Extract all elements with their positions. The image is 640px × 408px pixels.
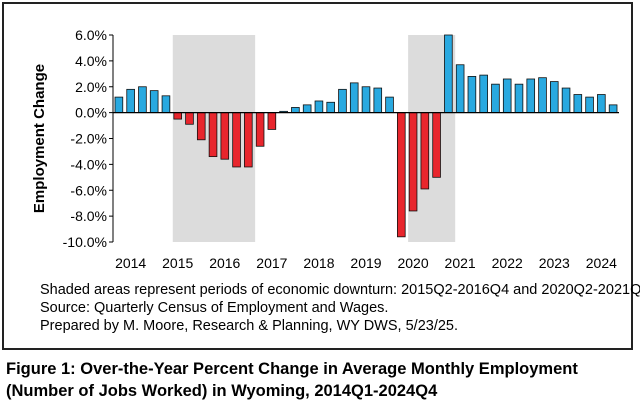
- bar-chart: 6.0% 4.0% 2.0% 0.0% -2.0% -4.0% -6.0% -8.0% -10.…: [31, 27, 619, 271]
- note-shaded-areas: Shaded areas represent periods of econom…: [40, 282, 640, 298]
- bar-11: [244, 112, 253, 168]
- y-tick-label-7: -8.0%: [70, 208, 107, 224]
- bar-1: [126, 88, 135, 114]
- bar-23: [385, 96, 394, 114]
- x-tick-label-2016: 2016: [209, 255, 240, 271]
- bar-12: [255, 112, 265, 147]
- bar-series: [114, 34, 618, 238]
- bar-33: [502, 78, 512, 114]
- x-tick-label-2020: 2020: [397, 255, 428, 271]
- y-tick-label-6: -6.0%: [70, 182, 107, 198]
- bar-29: [455, 64, 465, 114]
- x-tick-label-2022: 2022: [492, 255, 523, 271]
- axes: [109, 34, 619, 243]
- bar-18: [326, 101, 335, 114]
- y-tick-label-8: -10.0%: [63, 234, 107, 250]
- bar-41: [597, 94, 606, 114]
- bar-19: [338, 88, 347, 114]
- x-tick-label-2018: 2018: [303, 255, 334, 271]
- bar-3: [149, 90, 159, 114]
- x-tick-label-2019: 2019: [350, 255, 381, 271]
- bar-21: [361, 86, 371, 114]
- bar-2: [138, 86, 147, 114]
- y-tick-label-2: 2.0%: [75, 79, 107, 95]
- x-tick-label-2015: 2015: [162, 255, 193, 271]
- bar-26: [420, 112, 430, 190]
- figure-frame: 6.0% 4.0% 2.0% 0.0% -2.0% -4.0% -6.0% -8.0% -10.…: [2, 2, 640, 350]
- bar-34: [514, 83, 524, 114]
- bar-5: [173, 112, 183, 120]
- x-tick-label-2017: 2017: [256, 255, 287, 271]
- x-tick-label-2023: 2023: [539, 255, 570, 271]
- bar-13: [267, 112, 277, 130]
- bar-15: [291, 107, 300, 114]
- bar-24: [397, 112, 406, 238]
- bar-16: [302, 104, 312, 114]
- bar-39: [573, 94, 583, 114]
- bar-31: [479, 74, 488, 114]
- bar-7: [196, 112, 206, 141]
- figure-caption: Figure 1: Over-the-Year Percent Change i…: [6, 358, 626, 402]
- bar-6: [185, 112, 194, 125]
- x-tick-label-2021: 2021: [445, 255, 476, 271]
- bar-32: [491, 83, 500, 114]
- bar-22: [373, 87, 383, 114]
- bar-28: [444, 34, 453, 114]
- y-tick-labels: 6.0% 4.0% 2.0% 0.0% -2.0% -4.0% -6.0% -8.0% -10.…: [63, 27, 107, 250]
- bar-42: [608, 104, 618, 114]
- bar-4: [161, 95, 171, 114]
- bar-36: [538, 77, 547, 114]
- bar-35: [526, 78, 536, 114]
- bar-25: [408, 112, 418, 212]
- chart-notes: Shaded areas represent periods of econom…: [40, 281, 640, 335]
- y-tick-label-0: 6.0%: [75, 27, 107, 43]
- note-source: Source: Quarterly Census of Employment a…: [40, 300, 389, 316]
- y-tick-label-5: -4.0%: [70, 156, 107, 172]
- caption-line-1: Figure 1: Over-the-Year Percent Change i…: [6, 360, 578, 378]
- x-tick-label-2014: 2014: [115, 255, 146, 271]
- bar-37: [549, 81, 559, 114]
- bar-9: [220, 112, 230, 160]
- bar-30: [467, 76, 477, 114]
- note-prepared-by: Prepared by M. Moore, Research & Plannin…: [40, 318, 459, 334]
- y-tick-label-3: 0.0%: [75, 105, 107, 121]
- x-tick-label-2024: 2024: [586, 255, 617, 271]
- bar-27: [432, 112, 441, 178]
- caption-line-2: (Number of Jobs Worked) in Wyoming, 2014…: [6, 382, 438, 400]
- y-tick-label-4: -2.0%: [70, 131, 107, 147]
- bar-17: [314, 100, 324, 114]
- y-tick-label-1: 4.0%: [75, 53, 107, 69]
- bar-38: [561, 87, 571, 114]
- bar-8: [208, 112, 218, 158]
- x-tick-labels: 2014 2015 2016 2017 2018 2019 2020 2021 2022 2023…: [115, 255, 617, 271]
- bar-0: [114, 96, 124, 114]
- bar-10: [232, 112, 241, 168]
- bar-20: [349, 82, 359, 114]
- y-axis-label: Employment Change: [31, 64, 48, 213]
- bar-40: [585, 96, 594, 114]
